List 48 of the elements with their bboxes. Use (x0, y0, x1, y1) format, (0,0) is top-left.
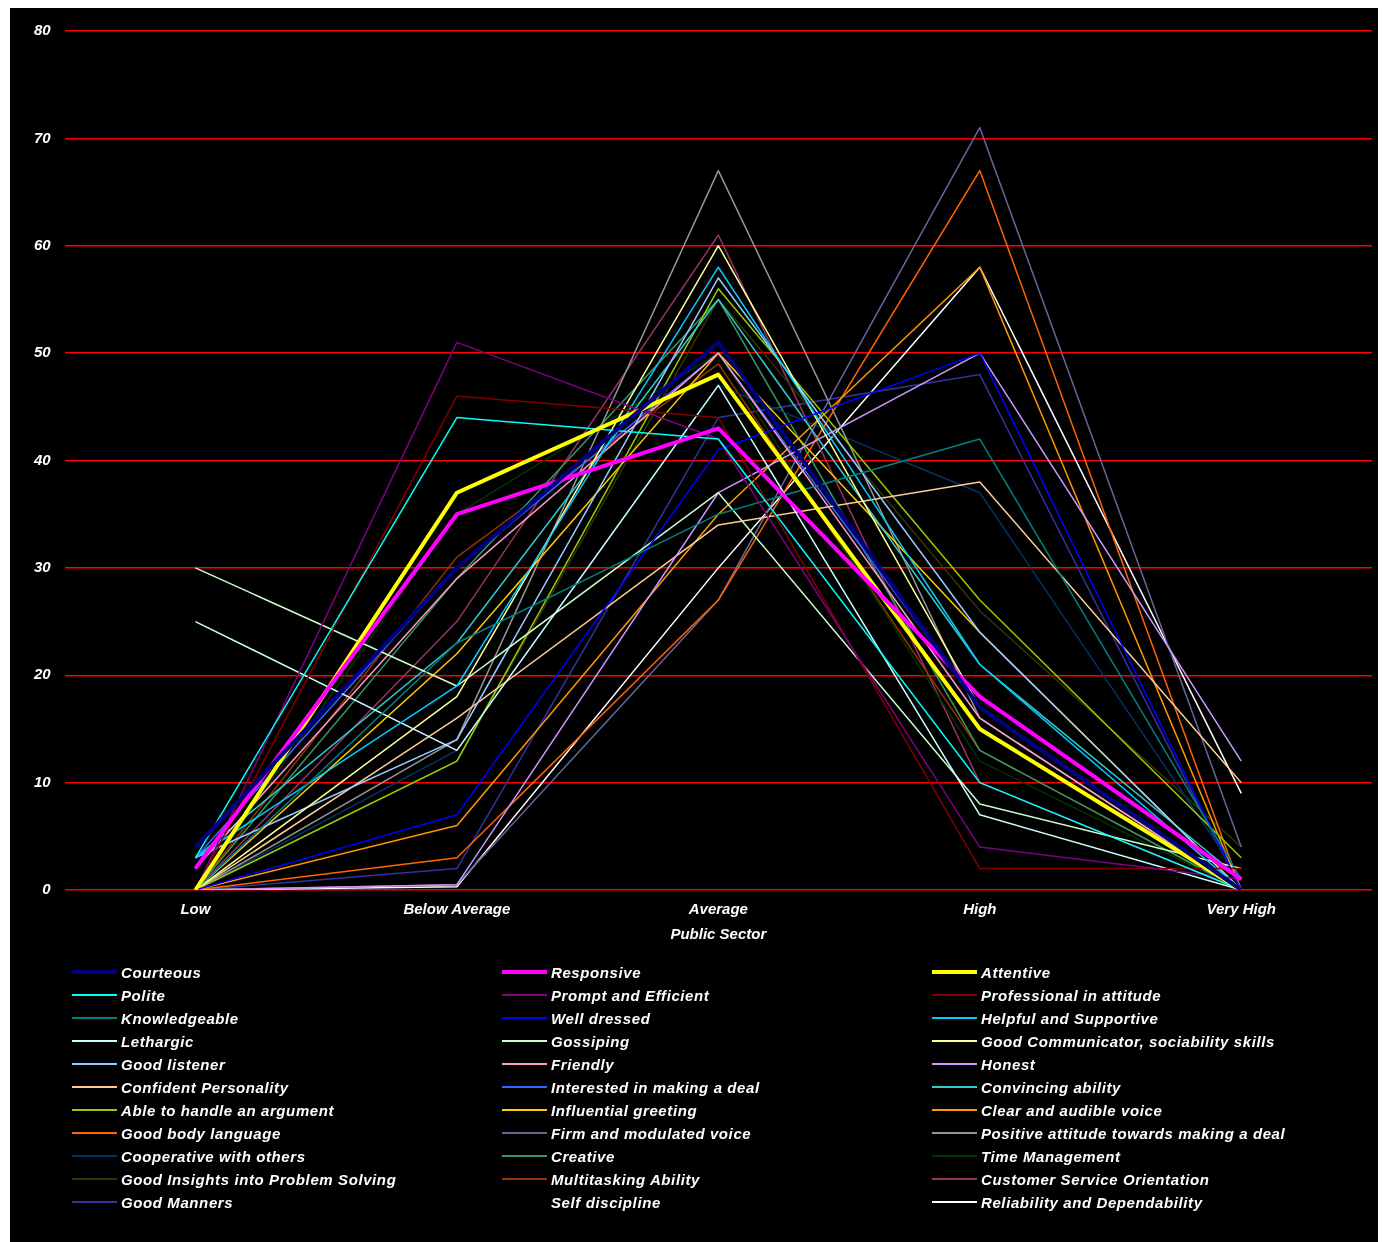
legend-label: Good Manners (121, 1193, 234, 1211)
y-tick-label: 20 (33, 665, 52, 683)
legend-label: Convincing ability (981, 1078, 1121, 1096)
y-tick-label: 30 (34, 558, 52, 576)
y-tick-label: 0 (42, 880, 52, 898)
legend-label: Interested in making a deal (551, 1078, 760, 1096)
y-tick-label: 50 (34, 343, 52, 361)
text: Self discipline (551, 1193, 661, 1211)
legend-label: Positive attitude towards making a deal (981, 1124, 1286, 1142)
y-tick-label: 70 (34, 128, 52, 146)
x-tick-label: Very High (1206, 900, 1276, 918)
legend-label: Well dressed (551, 1009, 651, 1027)
legend-label: Prompt and Efficient (551, 986, 710, 1004)
legend-label: Good Insights into Problem Solving (121, 1170, 397, 1188)
legend-label: Professional in attitude (981, 986, 1162, 1004)
legend-label: Polite (121, 986, 166, 1004)
legend-label: Courteous (121, 963, 202, 981)
x-tick-label: Low (180, 900, 212, 918)
legend-label: Able to handle an argument (121, 1101, 335, 1119)
legend-label: Customer Service Orientation (981, 1170, 1210, 1188)
legend-label: Time Management (981, 1147, 1121, 1165)
legend-label: Responsive (551, 963, 642, 981)
legend-label: Creative (551, 1147, 616, 1165)
x-tick-label: Average (687, 900, 748, 918)
legend-label: Confident Personality (121, 1078, 289, 1096)
legend-label: Gossiping (551, 1032, 630, 1050)
legend-label: Good listener (121, 1055, 226, 1073)
y-tick-label: 80 (34, 21, 52, 39)
y-tick-label: 40 (33, 450, 52, 468)
x-tick-label: Below Average (403, 900, 511, 918)
legend-label: Honest (981, 1055, 1036, 1073)
legend-label: Cooperative with others (121, 1147, 306, 1165)
y-tick-label: 10 (34, 772, 52, 790)
legend-label: Attentive (981, 963, 1051, 981)
x-axis-title: Public Sector (670, 925, 768, 943)
y-tick-label: 60 (34, 235, 52, 253)
legend-label: Reliability and Dependability (981, 1193, 1203, 1211)
legend-label: Firm and modulated voice (551, 1124, 752, 1142)
legend-label: Helpful and Supportive (981, 1009, 1159, 1027)
legend-label: Multitasking Ability (551, 1170, 700, 1188)
legend-label: Good Communicator, sociability skills (981, 1032, 1275, 1050)
legend-label: Clear and audible voice (981, 1101, 1163, 1119)
x-tick-label: High (963, 900, 997, 918)
legend-label: Lethargic (121, 1032, 194, 1050)
legend-label: Good body language (121, 1124, 281, 1142)
legend-label: Friendly (551, 1055, 615, 1073)
legend-label: Influential greeting (551, 1101, 698, 1119)
legend-label: Knowledgeable (121, 1009, 239, 1027)
